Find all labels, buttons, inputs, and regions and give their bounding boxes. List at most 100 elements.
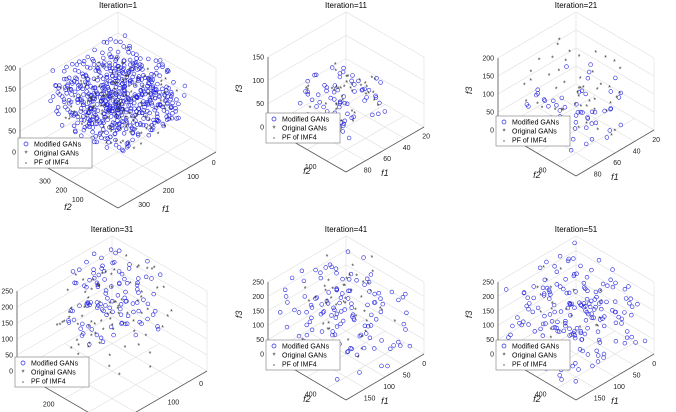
data-point-original: * [574,102,577,109]
data-point-original: * [102,130,105,137]
data-point-modified [102,277,107,282]
data-point-original: * [307,85,310,92]
data-point-original: * [129,112,132,119]
data-point-modified [337,99,343,105]
data-point-original: * [70,346,73,353]
data-point-modified [77,303,82,308]
data-point-modified [90,117,95,122]
data-point-modified [537,265,543,270]
data-point-modified [109,284,114,289]
data-point-original: * [110,130,113,137]
data-point-modified [80,321,85,327]
z-tick-label: 150 [482,74,494,81]
data-point-original: * [89,97,92,104]
data-point-modified [136,290,141,295]
z-tick-label: 0 [12,150,16,157]
data-point-original: * [137,343,140,350]
data-point-modified [568,148,574,153]
data-point-modified [122,80,127,86]
data-point-modified [88,106,94,111]
data-point-modified [115,107,120,113]
data-point-original: * [90,320,93,327]
data-point-original: * [353,111,356,118]
data-point-modified [116,145,122,150]
data-point-modified [133,332,139,338]
data-point-modified [618,122,623,128]
data-point-original: * [341,98,344,105]
data-point-modified [608,89,613,94]
data-point-modified [92,85,97,91]
data-point-modified [345,349,351,354]
data-point-modified [305,78,310,84]
data-point-original: * [530,69,533,76]
data-point-modified [168,96,173,102]
data-point-modified [78,109,83,114]
data-point-modified [318,275,323,281]
data-point-modified [87,124,92,130]
data-point-modified [102,60,107,65]
data-point-modified [156,62,162,68]
data-point-original: * [90,96,93,103]
data-point-modified [535,305,541,311]
data-point-original: * [134,84,137,91]
data-point-modified [144,274,149,279]
chart-title: Iteration=21 [555,1,598,10]
data-point-modified [342,100,347,106]
data-point-modified [589,121,594,126]
data-point-modified [130,113,135,119]
data-point-modified [128,106,134,112]
data-point-modified [132,113,137,118]
data-point-modified [524,102,530,107]
grid-line [497,29,655,77]
data-point-modified [544,259,549,265]
legend-marker-pf [503,364,505,366]
data-point-modified [372,300,378,305]
x-tick-label: 100 [187,174,199,181]
z-tick-label: 150 [482,308,494,315]
data-point-original: * [351,83,354,90]
data-point-modified [374,317,379,322]
data-point-modified [305,92,311,97]
data-point-original: * [379,306,382,313]
data-point-modified [99,255,104,261]
data-point-modified [174,97,179,102]
data-point-modified [86,91,91,97]
data-point-original: * [106,93,109,100]
data-point-modified [510,323,515,329]
data-point-original: * [600,83,603,90]
data-point-original: * [164,107,167,114]
data-point-original: * [122,109,125,116]
z-tick-label: 100 [482,92,494,99]
data-point-original: * [340,119,343,126]
z-axis-label: f3 [464,87,474,95]
data-point-modified [78,106,84,111]
data-point-original: * [133,147,136,154]
data-point-modified [118,302,124,307]
data-point-modified [88,300,93,305]
data-point-modified [341,65,346,71]
data-point-modified [127,46,132,51]
data-point-modified [141,73,146,78]
data-point-modified [629,312,634,318]
data-point-modified [85,94,90,99]
data-point-modified [521,319,526,324]
data-point-original: * [84,76,87,83]
data-point-modified [107,52,112,57]
data-point-modified [111,332,116,338]
z-tick-label: 100 [252,78,264,85]
data-point-modified [604,299,609,305]
data-point-modified [593,305,598,310]
data-point-modified [316,92,321,97]
data-point-modified [305,89,310,95]
data-point-modified [579,88,585,94]
data-point-original: * [110,285,113,292]
data-point-modified [113,250,118,256]
data-point-original: * [365,319,368,326]
data-point-modified [555,319,560,325]
data-point-modified [53,83,58,88]
data-point-modified [127,80,133,86]
y-axis-label: f2 [303,394,311,404]
data-point-modified [613,75,618,81]
data-point-modified [563,323,568,329]
data-point-original: * [119,102,122,109]
